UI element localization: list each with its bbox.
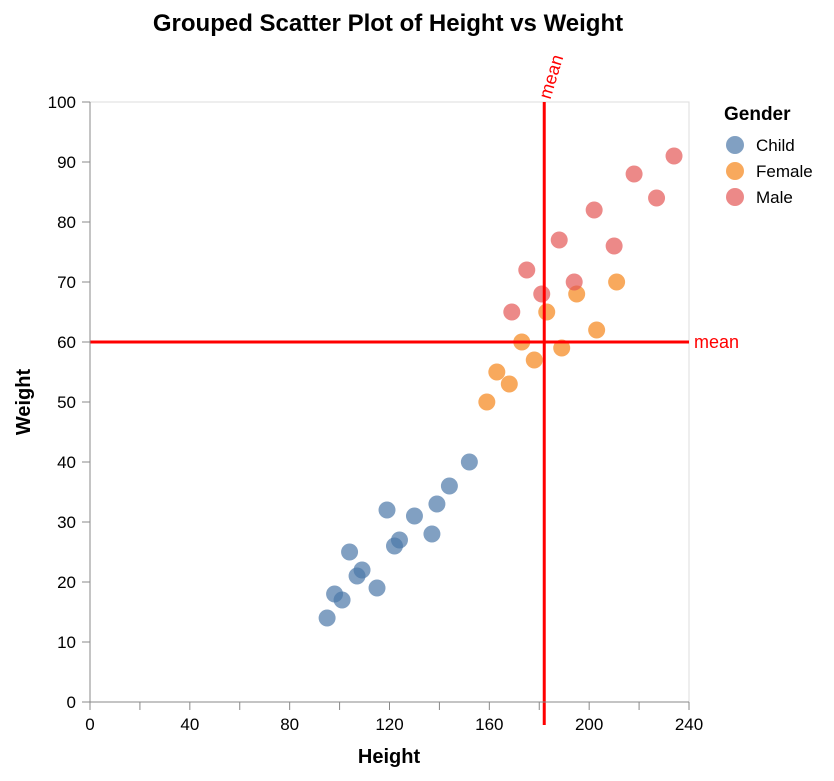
data-point-male: [625, 165, 643, 183]
plot-frame: [89, 101, 690, 703]
x-axis-title: Height: [358, 746, 421, 768]
data-point-female: [588, 321, 606, 339]
data-point-child: [440, 477, 458, 495]
y-tick-label: 0: [67, 693, 76, 712]
x-tick-label: 200: [575, 715, 603, 734]
legend-swatch-male: [726, 188, 744, 206]
y-tick-label: 60: [57, 333, 76, 352]
x-axis-ticks: 0 40 80 120 160 200 240: [85, 702, 703, 734]
data-point-child: [390, 531, 408, 549]
data-point-child: [341, 543, 359, 561]
y-tick-label: 90: [57, 153, 76, 172]
legend: Gender Child Female Male: [724, 104, 813, 207]
data-point-female: [553, 339, 571, 357]
y-axis-ticks: 0 10 20 30 40 50 60 70 80 90 100: [48, 93, 90, 712]
x-tick-label: 0: [85, 715, 94, 734]
data-point-female: [608, 273, 626, 291]
legend-label-child: Child: [756, 136, 795, 155]
mean-label-horizontal: mean: [694, 332, 739, 352]
y-axis-title: Weight: [13, 369, 35, 436]
data-point-female: [538, 303, 556, 321]
x-tick-label: 240: [675, 715, 703, 734]
legend-title: Gender: [724, 104, 791, 125]
x-tick-label: 120: [375, 715, 403, 734]
y-tick-label: 50: [57, 393, 76, 412]
legend-swatch-child: [726, 136, 744, 154]
data-point-male: [503, 303, 521, 321]
y-tick-label: 20: [57, 573, 76, 592]
y-tick-label: 40: [57, 453, 76, 472]
data-point-male: [648, 189, 666, 207]
legend-swatch-female: [726, 162, 744, 180]
point-layer: [318, 147, 683, 627]
y-tick-label: 30: [57, 513, 76, 532]
data-point-male: [605, 237, 623, 255]
data-point-male: [533, 285, 551, 303]
data-point-female: [478, 393, 496, 411]
data-point-male: [550, 231, 568, 249]
y-tick-label: 80: [57, 213, 76, 232]
mean-label-vertical: mean: [535, 52, 567, 101]
reference-lines: mean mean: [90, 52, 739, 725]
data-point-female: [525, 351, 543, 369]
data-point-female: [488, 363, 506, 381]
data-point-child: [368, 579, 386, 597]
y-tick-label: 100: [48, 93, 76, 112]
data-point-female: [500, 375, 518, 393]
data-point-male: [585, 201, 603, 219]
data-point-child: [423, 525, 441, 543]
x-tick-label: 160: [475, 715, 503, 734]
legend-label-female: Female: [756, 162, 813, 181]
x-tick-label: 40: [180, 715, 199, 734]
legend-label-male: Male: [756, 188, 793, 207]
data-point-child: [405, 507, 423, 525]
data-point-child: [333, 591, 351, 609]
data-point-child: [428, 495, 446, 513]
data-point-male: [565, 273, 583, 291]
data-point-child: [353, 561, 371, 579]
data-point-male: [665, 147, 683, 165]
data-point-child: [318, 609, 336, 627]
chart-title: Grouped Scatter Plot of Height vs Weight: [153, 10, 623, 37]
data-point-child: [460, 453, 478, 471]
y-tick-label: 70: [57, 273, 76, 292]
x-tick-label: 80: [280, 715, 299, 734]
data-point-child: [378, 501, 396, 519]
y-tick-label: 10: [57, 633, 76, 652]
data-point-male: [518, 261, 536, 279]
